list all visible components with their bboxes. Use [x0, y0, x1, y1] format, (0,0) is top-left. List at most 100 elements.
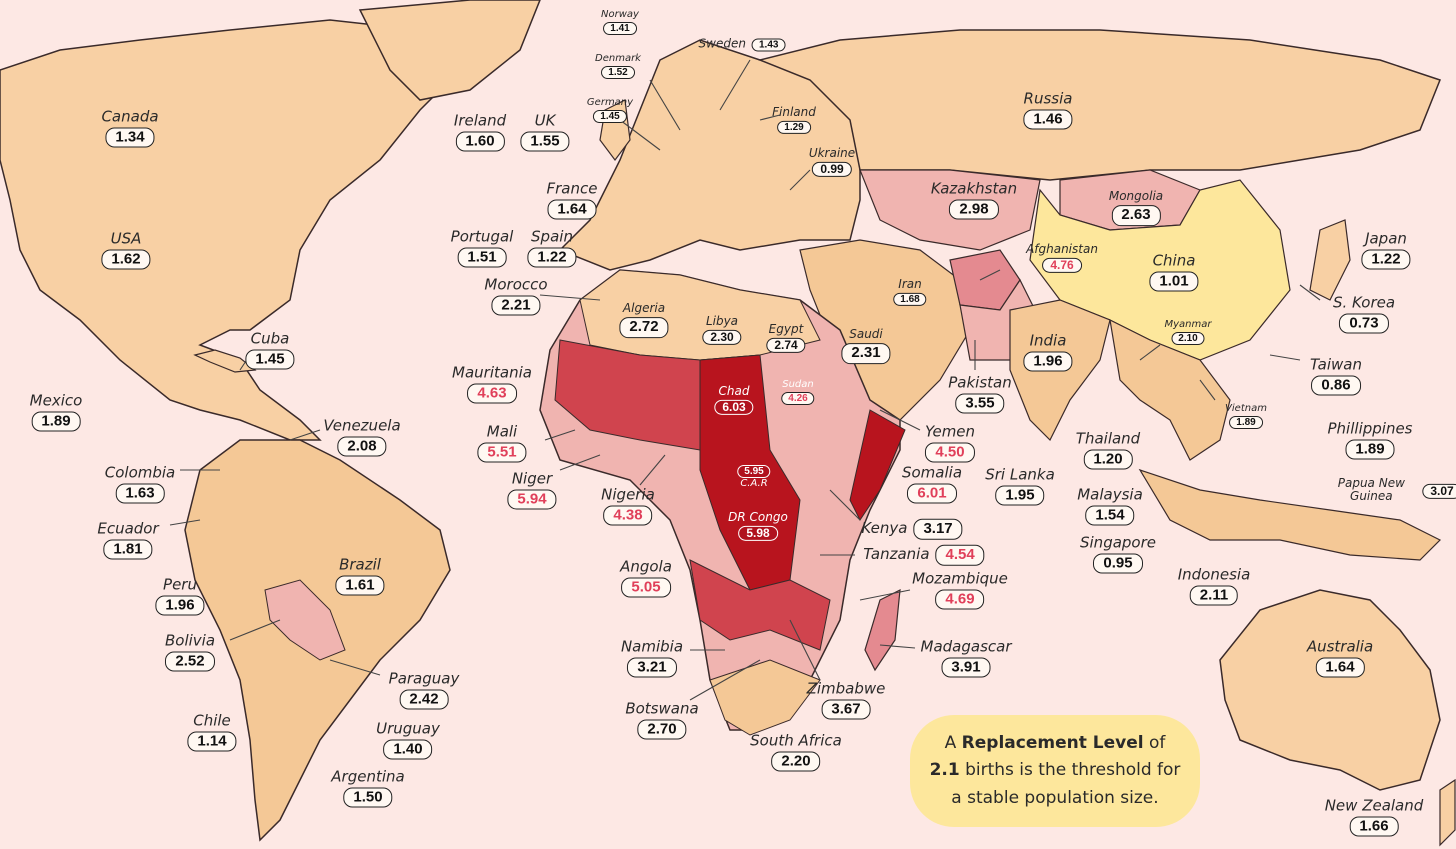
fertility-value: 1.40 — [383, 739, 433, 760]
label-madagascar: Madagascar 3.91 — [921, 638, 1011, 678]
country-name: Norway — [601, 9, 639, 20]
fertility-value: 1.20 — [1083, 449, 1133, 470]
fertility-value: 1.96 — [155, 595, 205, 616]
label-brazil: Brazil 1.61 — [335, 556, 385, 596]
fertility-value: 1.51 — [457, 247, 507, 268]
label-tanzania: Tanzania 4.54 — [863, 543, 985, 566]
country-name: Sri Lanka — [985, 465, 1055, 484]
land-bolivia-paraguay — [264, 579, 346, 661]
country-name: Malaysia — [1077, 485, 1143, 504]
country-name: Papua New Guinea — [1337, 475, 1405, 503]
country-name: Niger — [511, 469, 553, 488]
fertility-value: 1.22 — [1361, 249, 1411, 270]
fertility-value: 3.91 — [941, 657, 991, 678]
country-name: Paraguay — [388, 669, 460, 688]
country-name: Mexico — [29, 391, 83, 410]
label-south-africa: South Africa 2.20 — [750, 731, 842, 772]
label-ireland: Ireland 1.60 — [454, 112, 506, 152]
country-name: Angola — [620, 557, 672, 576]
fertility-value: 1.54 — [1085, 505, 1135, 526]
fertility-value: 0.86 — [1311, 375, 1361, 396]
callout-bold-replacement-level: Replacement Level — [961, 733, 1144, 754]
label-bolivia: Bolivia 2.52 — [165, 632, 215, 672]
callout-mid2: births is the threshold for — [959, 760, 1181, 781]
label-taiwan: Taiwan 0.86 — [1310, 355, 1362, 396]
country-name: Australia — [1306, 637, 1374, 656]
label-thailand: Thailand 1.20 — [1076, 430, 1140, 470]
country-name: Nigeria — [601, 485, 655, 504]
fertility-value: 2.10 — [1171, 332, 1205, 345]
country-name: Zimbabwe — [806, 679, 886, 698]
land-cuba — [193, 349, 257, 373]
label-saudi: Saudi 2.31 — [841, 327, 891, 364]
label-nigeria: Nigeria 4.38 — [601, 485, 655, 526]
label-kenya: Kenya 3.17 — [861, 517, 963, 540]
fertility-value: 3.17 — [913, 518, 963, 540]
country-name: Taiwan — [1310, 355, 1362, 374]
country-name: Yemen — [924, 422, 976, 441]
country-name: Phillippines — [1327, 419, 1413, 438]
fertility-value: 4.50 — [925, 442, 975, 463]
fertility-value: 2.31 — [841, 343, 891, 364]
country-name: Sudan — [782, 379, 814, 390]
country-name: Botswana — [625, 699, 699, 718]
label-ukraine: Ukraine 0.99 — [809, 146, 855, 178]
country-name: France — [546, 179, 598, 198]
land-south-africa — [709, 659, 821, 736]
country-name: Indonesia — [1177, 565, 1251, 584]
label-s-korea: S. Korea 0.73 — [1333, 294, 1395, 334]
fertility-value: 1.29 — [777, 121, 811, 135]
fertility-value: 1.62 — [101, 249, 151, 270]
country-name: Libya — [705, 313, 739, 328]
label-chad: Chad 6.03 — [714, 384, 754, 416]
country-name: DR Congo — [728, 509, 788, 524]
label-myanmar: Myanmar 2.10 — [1165, 319, 1212, 345]
country-name: C.A.R — [740, 478, 768, 489]
fertility-value: 1.89 — [1345, 439, 1395, 460]
fertility-value: 3.21 — [627, 657, 677, 678]
country-name: Mali — [486, 422, 518, 441]
fertility-value: 1.64 — [547, 199, 597, 220]
country-name: Algeria — [622, 301, 666, 316]
fertility-value: 2.30 — [702, 330, 742, 346]
country-name: Chile — [193, 711, 231, 730]
label-australia: Australia 1.64 — [1306, 637, 1374, 678]
fertility-value: 3.07 — [1422, 483, 1456, 499]
land-somalia — [849, 409, 906, 521]
label-morocco: Morocco 2.21 — [484, 276, 548, 316]
label-algeria: Algeria 2.72 — [619, 301, 669, 338]
country-name: Argentina — [331, 767, 405, 786]
land-new-zealand — [1439, 778, 1456, 847]
callout-mid1: of — [1143, 733, 1166, 754]
label-peru: Peru 1.96 — [155, 576, 205, 616]
label-mexico: Mexico 1.89 — [29, 391, 83, 432]
label-namibia: Namibia 3.21 — [621, 638, 683, 678]
fertility-value: 5.98 — [738, 526, 778, 542]
label-colombia: Colombia 1.63 — [105, 464, 175, 504]
label-venezuela: Venezuela 2.08 — [323, 417, 401, 457]
label-cuba: Cuba 1.45 — [245, 330, 295, 370]
land-se-asia — [1109, 318, 1231, 461]
fertility-value: 4.54 — [935, 544, 985, 566]
label-singapore: Singapore 0.95 — [1080, 534, 1156, 574]
country-name: Russia — [1023, 89, 1073, 108]
country-name: Kazakhstan — [930, 179, 1018, 198]
label-norway: Norway 1.41 — [601, 9, 639, 35]
land-indonesia — [1138, 468, 1442, 561]
label-niger: Niger 5.94 — [507, 469, 557, 510]
fertility-value: 0.95 — [1093, 553, 1143, 574]
label-malaysia: Malaysia 1.54 — [1077, 485, 1143, 526]
country-name: South Africa — [750, 731, 842, 750]
fertility-value: 2.74 — [766, 338, 806, 354]
label-mali: Mali 5.51 — [477, 422, 527, 463]
fertility-value: 2.08 — [337, 436, 387, 457]
fertility-value: 1.45 — [245, 349, 295, 370]
fertility-value: 5.95 — [737, 465, 771, 478]
fertility-value: 1.01 — [1149, 271, 1199, 292]
fertility-value: 1.45 — [593, 110, 627, 123]
land-central-south-africa — [689, 559, 831, 651]
fertility-value: 4.76 — [1042, 258, 1082, 274]
fertility-value: 4.38 — [603, 505, 653, 526]
fertility-value: 1.52 — [601, 66, 635, 79]
label-ecuador: Ecuador 1.81 — [97, 520, 159, 560]
